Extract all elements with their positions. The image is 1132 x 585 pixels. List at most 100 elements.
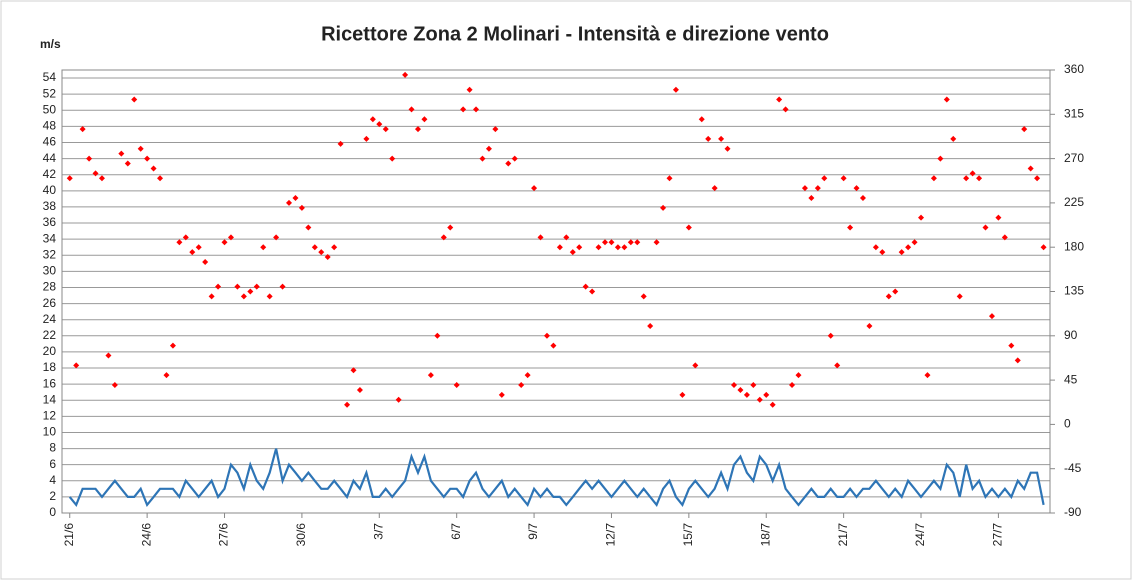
- direction-point: [324, 254, 331, 261]
- direction-point: [447, 224, 454, 231]
- direction-point: [318, 249, 325, 256]
- direction-point: [943, 96, 950, 103]
- direction-point: [769, 401, 776, 408]
- direction-point: [305, 224, 312, 231]
- direction-point: [808, 194, 815, 201]
- x-tick-label: 9/7: [526, 523, 540, 540]
- direction-point: [227, 234, 234, 241]
- direction-point: [376, 121, 383, 128]
- direction-point: [763, 391, 770, 398]
- direction-point: [724, 145, 731, 152]
- y2-tick-label: -45: [1064, 461, 1082, 475]
- direction-point: [672, 86, 679, 93]
- y2-tick-label: 180: [1064, 239, 1084, 253]
- x-tick-label: 18/7: [758, 523, 772, 547]
- direction-point: [273, 234, 280, 241]
- direction-point: [466, 86, 473, 93]
- direction-point: [402, 71, 409, 78]
- direction-point: [169, 342, 176, 349]
- y-tick-label: 0: [49, 505, 56, 519]
- direction-point: [337, 140, 344, 147]
- x-tick-label: 15/7: [681, 523, 695, 547]
- direction-point: [827, 332, 834, 339]
- y-tick-label: 20: [43, 344, 57, 358]
- direction-point: [498, 391, 505, 398]
- direction-point: [286, 199, 293, 206]
- direction-point: [389, 155, 396, 162]
- direction-point: [292, 194, 299, 201]
- x-tick-label: 21/6: [62, 523, 76, 547]
- direction-point: [950, 135, 957, 142]
- y2-tick-label: 0: [1064, 417, 1071, 431]
- direction-point: [221, 239, 228, 246]
- direction-point: [795, 372, 802, 379]
- y-tick-label: 34: [43, 231, 57, 245]
- direction-point: [1001, 234, 1008, 241]
- y-tick-label: 38: [43, 199, 57, 213]
- direction-point: [356, 386, 363, 393]
- direction-point: [473, 106, 480, 113]
- direction-point: [789, 382, 796, 389]
- y-tick-label: 50: [43, 102, 57, 116]
- direction-point: [898, 249, 905, 256]
- direction-point: [550, 342, 557, 349]
- direction-point: [543, 332, 550, 339]
- y2-tick-label: 45: [1064, 372, 1078, 386]
- direction-point: [215, 283, 222, 290]
- y-tick-label: 18: [43, 360, 57, 374]
- direction-point: [995, 214, 1002, 221]
- direction-point: [279, 283, 286, 290]
- y-tick-label: 14: [43, 392, 57, 406]
- direction-point: [692, 362, 699, 369]
- y-tick-label: 30: [43, 264, 57, 278]
- y-tick-label: 4: [49, 473, 56, 487]
- direction-point: [834, 362, 841, 369]
- direction-point: [427, 372, 434, 379]
- direction-point: [157, 175, 164, 182]
- x-tick-label: 24/6: [139, 523, 153, 547]
- y-tick-label: 2: [49, 489, 56, 503]
- y2-tick-label: 135: [1064, 284, 1084, 298]
- direction-point: [976, 175, 983, 182]
- direction-point: [918, 214, 925, 221]
- direction-point: [569, 249, 576, 256]
- y-tick-label: 46: [43, 135, 57, 149]
- y-tick-label: 32: [43, 247, 57, 261]
- direction-point: [460, 106, 467, 113]
- direction-point: [260, 244, 267, 251]
- direction-point: [872, 244, 879, 251]
- direction-point: [105, 352, 112, 359]
- direction-point: [537, 234, 544, 241]
- direction-point: [621, 244, 628, 251]
- direction-point: [1040, 244, 1047, 251]
- direction-point: [666, 175, 673, 182]
- direction-point: [182, 234, 189, 241]
- direction-point: [485, 145, 492, 152]
- direction-point: [653, 239, 660, 246]
- direction-point: [1021, 126, 1028, 133]
- direction-point: [73, 362, 80, 369]
- y2-tick-label: 315: [1064, 106, 1084, 120]
- direction-point: [247, 288, 254, 295]
- direction-point: [582, 283, 589, 290]
- direction-point: [150, 165, 157, 172]
- direction-point: [982, 224, 989, 231]
- direction-point: [208, 293, 215, 300]
- direction-point: [705, 135, 712, 142]
- direction-point: [176, 239, 183, 246]
- direction-point: [988, 313, 995, 320]
- direction-point: [163, 372, 170, 379]
- y-tick-label: 48: [43, 119, 57, 133]
- direction-point: [556, 244, 563, 251]
- direction-point: [440, 234, 447, 241]
- direction-point: [202, 258, 209, 265]
- direction-point: [743, 391, 750, 398]
- y-tick-label: 42: [43, 167, 57, 181]
- direction-point: [679, 391, 686, 398]
- direction-point: [1034, 175, 1041, 182]
- direction-point: [814, 185, 821, 192]
- y-tick-label: 40: [43, 183, 57, 197]
- x-tick-label: 21/7: [836, 523, 850, 547]
- y-tick-label: 8: [49, 441, 56, 455]
